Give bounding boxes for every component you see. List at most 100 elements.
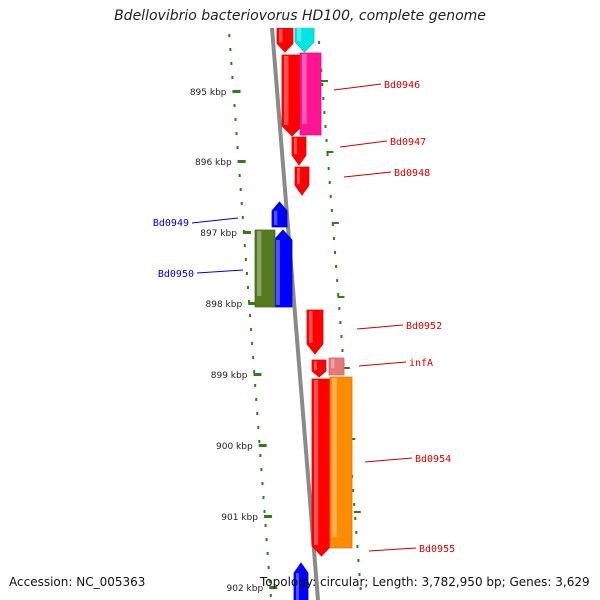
track-dot [354,517,357,520]
track-dot [241,216,244,219]
track-dot [264,524,267,527]
gene-highlight [274,210,278,225]
track-dot [327,167,330,170]
track-dot [228,34,231,37]
gene-highlight [297,28,302,41]
gene-highlight [257,231,262,296]
track-dot [249,314,252,317]
gene-highlight [302,54,307,124]
scale-tick-label: 898 kbp [206,300,243,310]
track-dot [267,566,270,569]
gene-label-Bd0952: Bd0952 [406,321,442,332]
track-dot [341,349,344,352]
scale-ticks: 895 kbp 896 kbp 897 kbp 898 kbp 899 kbp 900 k… [190,80,361,594]
gene-highlight [276,240,280,305]
track-dash [353,511,361,513]
track-dot [231,76,234,79]
scale-tick-mark [253,373,262,376]
scale-tick-label: 895 kbp [190,88,227,98]
gene-highlight [279,29,283,43]
scale-tick-label: 896 kbp [195,158,232,168]
track-dot [262,496,265,499]
track-dot [358,573,361,576]
gene-highlight [297,168,301,185]
gene-features [254,28,353,600]
track-dot [356,545,359,548]
track-dot [238,174,241,177]
track-dot [258,440,261,443]
track-dot [239,188,242,191]
track-dot [326,153,329,156]
track-dot [339,321,342,324]
track-dot [325,139,328,142]
leader-line-infA [358,361,407,367]
track-dot [266,552,269,555]
track-dot [247,300,250,303]
leader-line-Bd0948 [343,171,392,178]
track-dot [324,125,327,128]
topology-text: Topology: circular; Length: 3,782,950 bp… [260,575,590,589]
track-dot [353,503,356,506]
scale-tick-mark [258,444,267,447]
track-dot [328,181,331,184]
gene-label-Bd0955: Bd0955 [419,544,455,555]
track-dot [255,398,258,401]
track-dot [234,118,237,121]
track-dot [340,335,343,338]
dotted-tracks [228,34,362,597]
track-dot [240,202,243,205]
track-dot [263,510,266,513]
track-dot [330,209,333,212]
track-dot [318,41,321,44]
track-dash [321,80,329,82]
track-dot [332,237,335,240]
scale-tick-mark [263,515,272,518]
scale-tick-mark [232,90,241,93]
scale-tick-mark [242,231,251,234]
leader-line-Bd0950 [196,269,244,274]
track-dot [357,559,360,562]
scale-tick-label: 897 kbp [200,229,237,239]
scale-tick-mark [248,302,257,305]
leader-line-Bd0947 [339,140,388,148]
gene-label-Bd0946: Bd0946 [384,80,420,91]
track-dot [245,272,248,275]
track-dot [250,328,253,331]
gene-label-Bd0949: Bd0949 [153,218,189,229]
scale-tick-label: 902 kbp [227,584,264,594]
track-dot [251,342,254,345]
gene-highlight [309,311,313,343]
track-dot [259,454,262,457]
track-dot [261,482,264,485]
track-dot [337,293,340,296]
map-title: Bdellovibrio bacteriovorus HD100, comple… [114,8,486,24]
gene-label-Bd0954: Bd0954 [415,454,451,465]
track-dot [359,587,362,590]
track-dot [229,48,232,51]
track-dot [334,251,337,254]
track-dot [230,62,233,65]
gene-label-Bd0947: Bd0947 [390,137,426,148]
leader-line-Bd0954 [364,457,413,463]
track-dot [252,356,255,359]
scale-tick-mark [269,586,278,589]
scale-tick-mark [237,160,246,163]
leader-line-Bd0946 [333,83,382,91]
track-dash [326,151,334,153]
track-dot [269,594,272,597]
gene-highlight [314,380,319,545]
track-dot [257,426,260,429]
scale-tick-label: 900 kbp [216,442,253,452]
track-dot [329,195,332,198]
gene-label-Bd0948: Bd0948 [394,168,430,179]
gene-labels: Bd0946 Bd0947 Bd0948 Bd0949 Bd0950 Bd0952 infA… [153,80,455,555]
gene-label-Bd0950: Bd0950 [158,269,194,280]
leader-line-Bd0952 [356,324,404,330]
track-dot [265,538,268,541]
track-dot [233,104,236,107]
track-dot [322,97,325,100]
accession-text: Accession: NC_005363 [9,575,146,589]
scale-tick-label: 899 kbp [211,371,248,381]
gene-highlight [296,573,300,600]
